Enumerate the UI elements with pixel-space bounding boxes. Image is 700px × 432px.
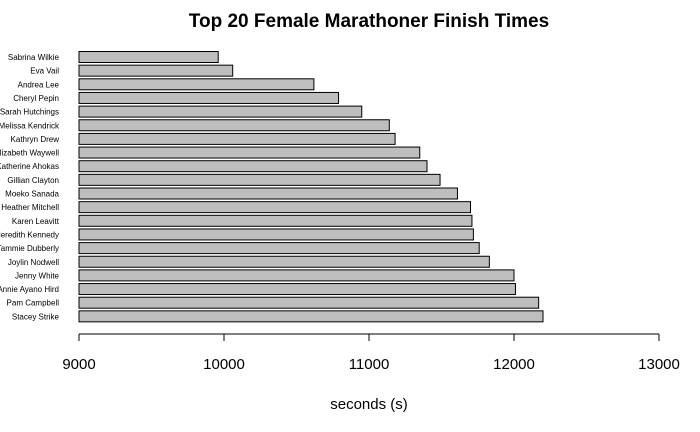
bar	[78, 242, 480, 255]
category-label: Sabrina Wilkie	[8, 53, 60, 62]
category-label: Sarah Hutchings	[0, 108, 59, 117]
category-labels: Sabrina Wilkie Eva Vail Andrea Lee Cheryl P…	[0, 53, 60, 321]
category-label: Annie Ayano Hird	[0, 285, 59, 294]
category-label: Jenny White	[15, 271, 60, 280]
category-label: Andrea Lee	[18, 80, 60, 89]
category-label: Meredith Kennedy	[0, 230, 59, 239]
bar	[78, 132, 396, 145]
category-label: Heather Mitchell	[1, 203, 59, 212]
x-axis-title: seconds (s)	[330, 396, 408, 413]
bar	[78, 64, 234, 77]
category-label: Gillian Clayton	[7, 176, 59, 185]
bar	[78, 214, 473, 227]
x-tick-label: 10000	[203, 356, 245, 373]
bar	[78, 255, 490, 268]
x-tick-label: 9000	[62, 356, 95, 373]
category-label: Kathryn Drew	[11, 135, 60, 144]
x-axis: 9000 10000 11000 12000 13000	[62, 333, 680, 373]
bar	[78, 160, 428, 173]
category-label: Elizabeth Waywell	[0, 149, 59, 158]
bar	[78, 283, 516, 296]
category-label: Melissa Kendrick	[0, 121, 60, 130]
bar	[78, 296, 540, 309]
bar	[78, 51, 219, 63]
bar	[78, 91, 340, 104]
bar	[78, 105, 363, 118]
bars-group	[78, 51, 544, 323]
bar	[78, 78, 315, 91]
category-label: Joylin Nodwell	[8, 258, 59, 267]
x-tick-label: 13000	[638, 356, 680, 373]
bar	[78, 119, 390, 132]
category-label: Pam Campbell	[7, 299, 60, 308]
x-tick-label: 11000	[349, 356, 390, 373]
bar	[78, 187, 458, 200]
bar	[78, 310, 544, 323]
bar	[78, 146, 421, 159]
bar	[78, 228, 474, 241]
bar	[78, 201, 471, 214]
chart-title: Top 20 Female Marathoner Finish Times	[189, 11, 549, 32]
x-tick-label: 12000	[493, 356, 535, 373]
category-label: Tammie Dubberly	[0, 244, 59, 253]
bar	[78, 173, 441, 186]
category-label: Katherine Ahokas	[0, 162, 59, 171]
category-label: Moeko Sanada	[5, 190, 59, 199]
category-label: Cheryl Pepin	[13, 94, 59, 103]
category-label: Eva Vail	[30, 67, 59, 76]
category-label: Karen Leavitt	[12, 217, 60, 226]
category-label: Stacey Strike	[12, 312, 60, 321]
bar	[78, 269, 515, 282]
